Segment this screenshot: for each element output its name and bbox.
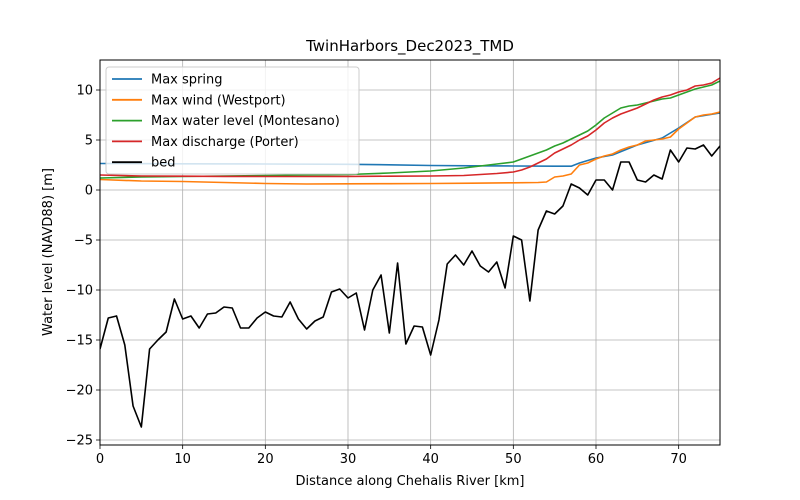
x-axis-ticks: 0 10 20 30 40 50 60 70 xyxy=(96,445,687,467)
legend-label-max-discharge-porter: Max discharge (Porter) xyxy=(151,135,299,150)
legend-label-max-water-level-montesano: Max water level (Montesano) xyxy=(151,114,340,129)
y-axis-title: Water level (NAVD88) [m] xyxy=(41,168,56,336)
legend-box xyxy=(105,66,360,175)
legend: Max spring Max wind (Westport) Max water l… xyxy=(105,66,360,175)
y-tick-label: −20 xyxy=(66,384,93,399)
y-tick-label: 0 xyxy=(85,184,93,199)
y-tick-label: −25 xyxy=(66,434,93,449)
series-line-max-discharge-porter xyxy=(100,77,720,178)
x-tick-label: 50 xyxy=(505,452,522,467)
x-tick-label: 10 xyxy=(174,452,191,467)
y-axis-ticks: −25 −20 −15 −10 −5 0 5 10 xyxy=(66,84,100,449)
x-tick-label: 30 xyxy=(340,452,357,467)
y-tick-label: −10 xyxy=(66,284,93,299)
legend-label-bed: bed xyxy=(151,156,176,171)
y-tick-label: −15 xyxy=(66,334,93,349)
x-tick-label: 20 xyxy=(257,452,274,467)
y-tick-label: −5 xyxy=(74,234,93,249)
x-axis-title: Distance along Chehalis River [km] xyxy=(296,474,525,489)
x-tick-label: 40 xyxy=(422,452,439,467)
y-tick-label: 5 xyxy=(85,134,93,149)
series-line-bed xyxy=(100,144,720,428)
x-tick-label: 70 xyxy=(670,452,687,467)
legend-label-max-spring: Max spring xyxy=(151,73,222,88)
chart-title: TwinHarbors_Dec2023_TMD xyxy=(305,37,514,56)
y-tick-label: 10 xyxy=(76,84,93,99)
x-tick-label: 60 xyxy=(588,452,605,467)
legend-label-max-wind-westport: Max wind (Westport) xyxy=(151,93,286,108)
series-line-max-wind-westport xyxy=(100,111,720,185)
plot-frame xyxy=(99,59,721,446)
x-tick-label: 0 xyxy=(96,452,104,467)
